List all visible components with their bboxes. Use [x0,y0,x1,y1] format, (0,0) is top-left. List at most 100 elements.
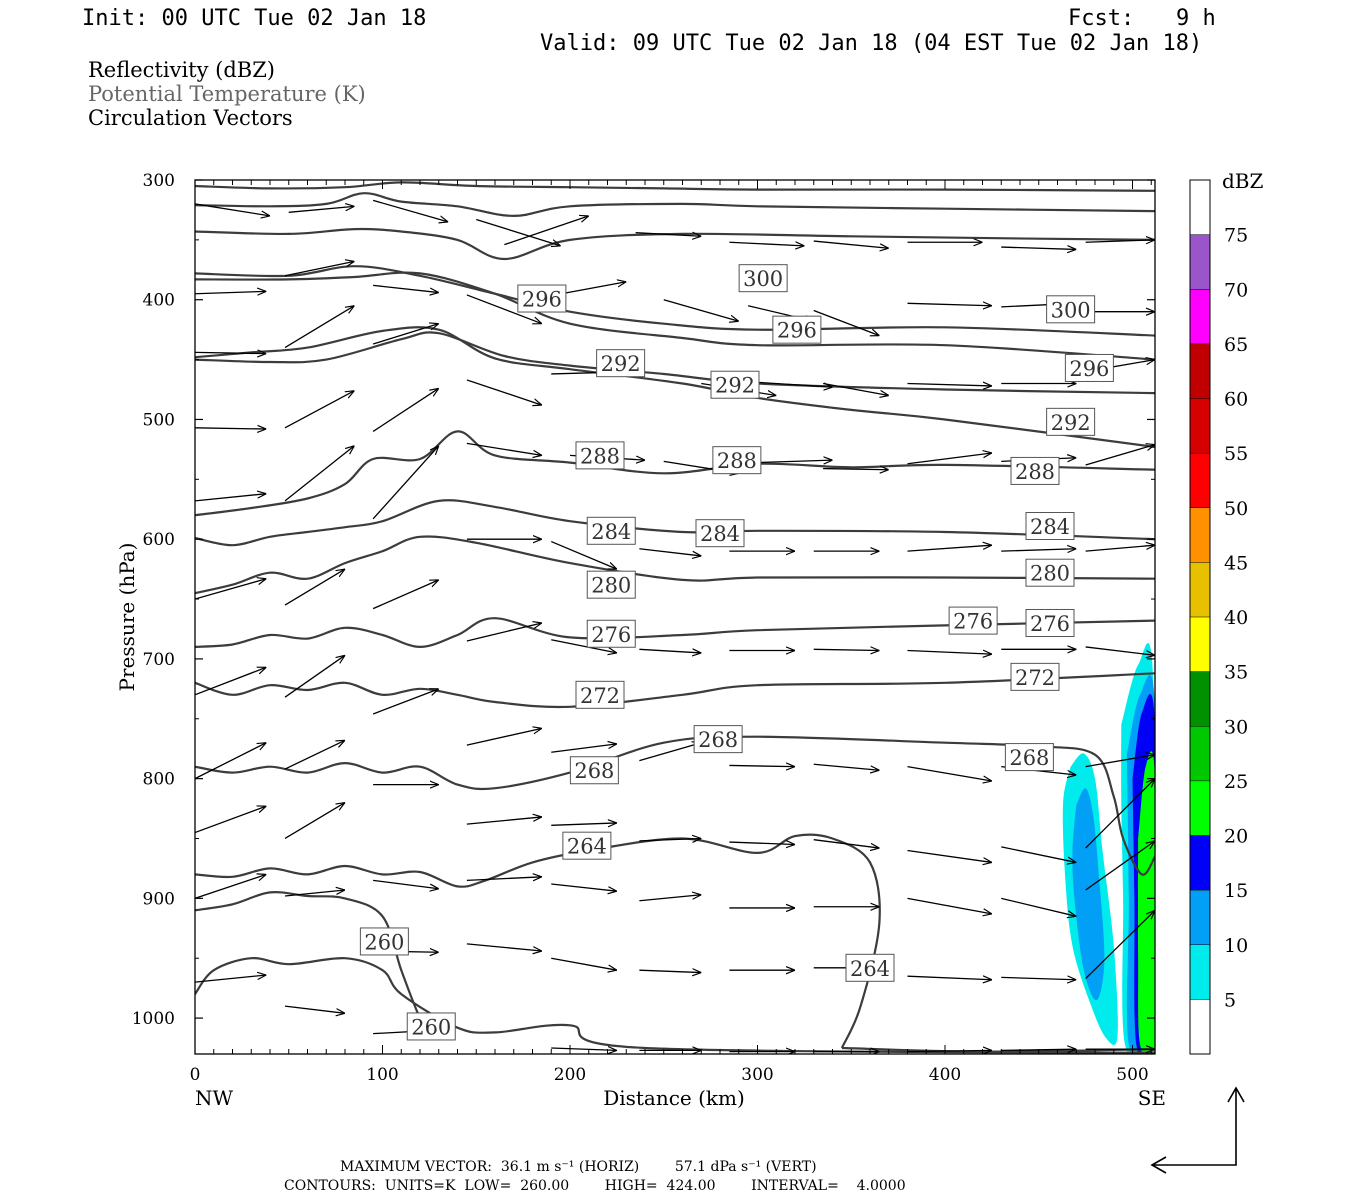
vector-arrow-44 [195,494,266,502]
field-label-vectors: Circulation Vectors [88,106,293,130]
vector-arrow-73 [813,763,880,770]
vector-arrow-52 [907,545,992,552]
contour-label-5-0: 296 [522,288,562,312]
x-tick-label-300: 300 [741,1065,773,1085]
x-end-label-right: SE [1138,1086,1166,1110]
contour-label-9-1: 280 [1030,562,1070,586]
vector-arrow-99 [195,874,266,899]
vector-arrow-102 [466,943,542,951]
vector-arrow-62 [813,649,880,650]
contour-label-box-6-2 [1046,407,1096,436]
colorbar-bin-30 [1190,671,1210,727]
vector-arrow-54 [1085,545,1155,552]
vector-arrow-19 [907,303,992,305]
colorbar-label-35: 35 [1224,662,1248,684]
theta-contour-1 [195,192,1155,218]
vector-arrow-48 [550,540,617,570]
contour-label-11-0: 272 [580,684,620,708]
vector-arrow-103 [551,957,617,970]
vector-arrow-113 [551,1048,617,1050]
contour-label-12-0: 268 [574,759,614,783]
vector-arrow-12 [284,261,354,277]
x-tick-label-200: 200 [554,1065,586,1085]
colorbar-label-20: 20 [1224,826,1248,848]
colorbar-label-50: 50 [1224,498,1248,520]
contour-label-10-1: 276 [953,610,993,634]
x-tick-label-400: 400 [929,1065,961,1085]
theta-contour-0 [195,181,1155,192]
colorbar-bin-10 [1190,890,1210,945]
theta-contour-10 [195,617,1155,649]
contour-label-box-6-1 [710,370,760,399]
vector-arrow-80 [466,817,542,825]
contour-label-box-4-1 [1046,295,1096,324]
vector-arrow-91 [466,877,542,881]
vector-arrow-89 [284,803,345,840]
colorbar-label-65: 65 [1224,334,1248,356]
x-tick-label-100: 100 [366,1065,398,1085]
vector-arrow-0 [195,203,270,216]
vector-arrow-81 [551,823,617,825]
colorbar-bin-65 [1190,289,1210,344]
contour-label-box-8-2 [1025,512,1075,541]
y-tick-label-900: 900 [143,889,175,909]
vector-arrow-67 [284,655,345,698]
y-axis-label: Pressure (hPa) [115,543,139,692]
max-vector-note: MAXIMUM VECTOR: 36.1 m s⁻¹ (HORIZ) 57.1 … [340,1159,817,1175]
vector-arrow-22 [195,352,266,353]
colorbar: 5 10 15 20 25 30 35 40 45 50 55 60 65 70 75 [1189,179,1248,1055]
contour-label-4-0: 300 [743,267,783,291]
y-tick-label-700: 700 [143,650,175,670]
vector-arrow-39 [757,460,833,462]
vector-arrow-49 [639,548,701,556]
vector-arrow-97 [1001,897,1076,916]
y-tick-label-1000: 1000 [132,1009,175,1029]
vector-arrow-3 [476,218,560,246]
vector-arrow-111 [284,1005,345,1013]
colorbar-label-40: 40 [1224,607,1248,629]
axis-layer: 300 400 500 600 700 800 900 1000 0 100 200 300 400 50… [132,171,1155,1085]
theta-contour-15 [195,891,431,1031]
vector-arrow-46 [372,446,439,520]
vector-arrow-87 [1085,779,1155,849]
colorbar-bin-50 [1190,453,1210,508]
vector-arrow-14 [466,294,542,324]
contour-label-13-0: 264 [567,835,607,859]
vector-arrow-16 [663,299,739,322]
vector-arrow-41 [907,453,992,465]
vector-arrow-35 [372,388,439,432]
reference-vector-icon [1150,1086,1245,1174]
vector-arrow-108 [1001,977,1076,979]
vector-arrow-23 [284,306,354,349]
contour-label-box-10-1 [948,606,998,635]
contour-label-5-1: 296 [777,319,817,343]
colorbar-label-5: 5 [1224,989,1236,1011]
y-tick-label-300: 300 [143,171,175,191]
reflectivity-layer [1062,643,1155,1054]
contour-label-box-5-1 [772,315,822,344]
vector-arrow-93 [639,895,701,902]
contour-label-box-10-2 [1025,608,1075,637]
vector-arrow-110 [195,975,266,983]
contour-label-box-12-2 [1004,743,1054,772]
colorbar-label-45: 45 [1224,552,1248,574]
colorbar-bin-55 [1190,398,1210,454]
contour-label-4-1: 300 [1051,298,1091,322]
valid-time: Valid: 09 UTC Tue 02 Jan 18 (04 EST Tue … [540,31,1203,56]
theta-contour-9 [195,535,1155,595]
colorbar-label-55: 55 [1224,443,1248,465]
contour-label-box-12-1 [693,725,743,754]
x-axis-label: Distance (km) [603,1086,745,1110]
vector-arrow-30 [907,384,992,386]
vector-arrow-1 [288,206,355,213]
colorbar-bin-75 [1190,180,1210,235]
contour-label-box-6-0 [596,349,646,378]
contour-info-note: CONTOURS: UNITS=K LOW= 260.00 HIGH= 424.… [284,1178,906,1194]
colorbar-bin-35 [1190,617,1210,672]
contour-label-14-0: 264 [850,957,890,981]
init-time: Init: 00 UTC Tue 02 Jan 18 [82,6,427,31]
x-tick-label-0: 0 [190,1065,201,1085]
contour-label-7-2: 288 [1015,460,1055,484]
colorbar-label-25: 25 [1224,771,1248,793]
